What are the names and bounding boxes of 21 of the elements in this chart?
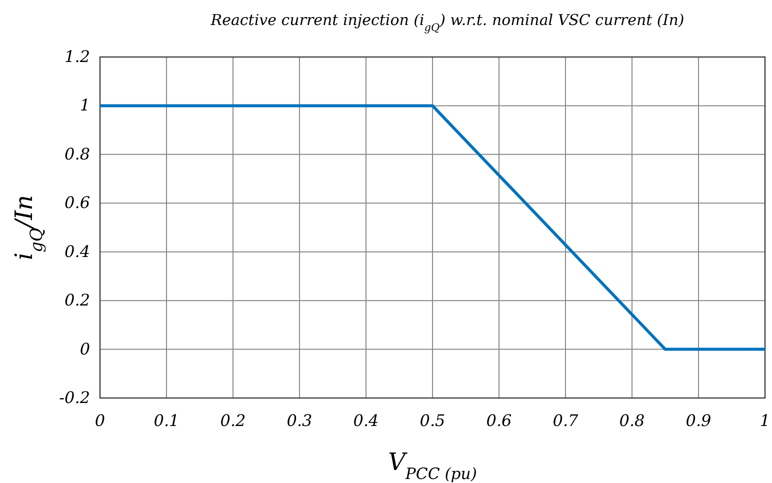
y-tick-label: 0.6 (64, 193, 90, 212)
x-axis-title: V$_{PCC (pu)}$ (388, 448, 477, 483)
x-tick-label: 0.3 (286, 411, 312, 430)
x-tick-label: 0.7 (552, 411, 580, 430)
x-tick-label: 0.8 (619, 411, 645, 430)
x-tick-label: 0.1 (154, 411, 180, 430)
x-tick-label: 0.2 (220, 411, 246, 430)
y-tick-label: 0.4 (64, 242, 90, 261)
y-tick-label: 0.8 (64, 144, 90, 164)
y-tick-label: -0.2 (59, 388, 90, 407)
x-tick-label: 0.4 (353, 411, 379, 430)
x-tick-label: 1 (760, 411, 770, 430)
y-tick-label: 0.2 (64, 290, 90, 310)
y-tick-label: 1.2 (64, 47, 90, 66)
x-tick-label: 0.9 (686, 411, 712, 430)
chart-title: Reactive current injection (i$_{gQ}$) w.r.t. nominal VSC current (In) (210, 11, 684, 34)
y-tick-label: 1 (80, 96, 90, 115)
x-tick-label: 0 (94, 411, 106, 430)
x-tick-label: 0.6 (486, 411, 512, 430)
x-tick-label: 0.5 (420, 411, 446, 430)
y-tick-label: 0 (80, 339, 90, 358)
